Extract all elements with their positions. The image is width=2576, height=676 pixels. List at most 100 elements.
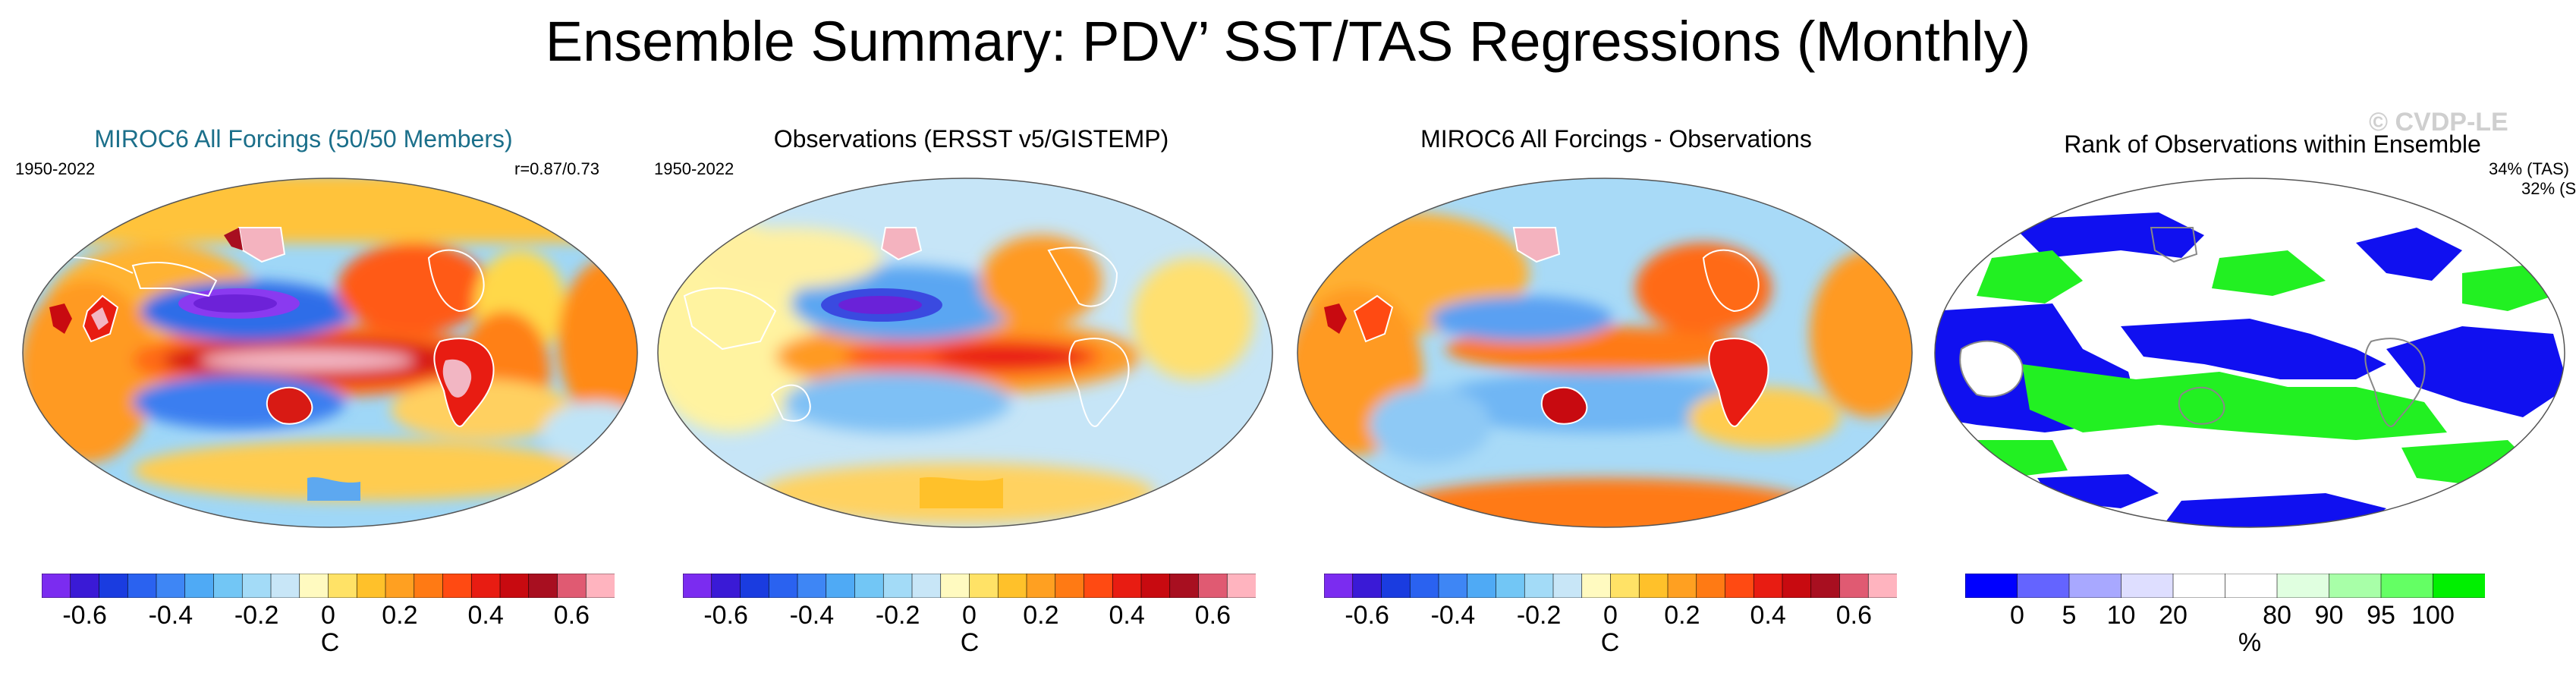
colorbar-tick-label: -0.4 [148,601,193,630]
map-model-minus-observations [1297,178,1913,528]
colorbar-tick-label: 100 [2411,601,2455,630]
colorbar-tick-label: 0.4 [467,601,504,630]
colorbar-swatch [1524,574,1554,598]
colorbar-panel-3-ticks: -0.6 -0.4 -0.2 0 0.2 0.4 0.6 [1324,601,1897,631]
watermark: © CVDP-LE [2369,108,2508,137]
colorbar-swatch [2276,574,2330,598]
colorbar-swatch [768,574,798,598]
panel-4-title: Rank of Observations within Ensemble [2064,130,2481,158]
colorbar-swatch [2172,574,2226,598]
colorbar-swatch [1753,574,1783,598]
colorbar-swatch [2433,574,2485,598]
colorbar-swatch [1696,574,1726,598]
colorbar-swatch [1839,574,1870,598]
colorbar-swatch [1867,574,1897,598]
colorbar-swatch [997,574,1027,598]
colorbar-panel-4-unit: % [2238,628,2262,657]
colorbar-swatch [585,574,615,598]
colorbar-swatch [2380,574,2434,598]
colorbar-swatch [414,574,444,598]
colorbar-swatch [1810,574,1841,598]
colorbar-swatch [1381,574,1411,598]
colorbar-swatch [1226,574,1256,598]
colorbar-tick-label: -0.4 [789,601,835,630]
colorbar-swatch [882,574,913,598]
colorbar-tick-label: 10 [2106,601,2136,630]
colorbar-tick-label: 80 [2263,601,2291,630]
colorbar-swatch [2329,574,2382,598]
colorbar-tick-label: 20 [2159,601,2188,630]
colorbar-swatch [797,574,827,598]
colorbar-swatch [1140,574,1171,598]
colorbar-swatch [557,574,587,598]
colorbar-swatch [711,574,741,598]
colorbar-swatch [184,574,215,598]
colorbar-swatch [1352,574,1382,598]
colorbar-swatch [127,574,157,598]
colorbar-swatch [1496,574,1526,598]
colorbar-tick-label: 95 [2367,601,2395,630]
colorbar-tick-label: 0.6 [553,601,590,630]
colorbar-swatch [740,574,770,598]
panel-2-title: Observations (ERSST v5/GISTEMP) [773,125,1169,152]
map-observations-regression [657,178,1273,528]
colorbar-tick-label: -0.6 [703,601,748,630]
colorbar-tick-label: 0 [1603,601,1618,630]
colorbar-tick-label: 5 [2062,601,2077,630]
colorbar-tick-label: 0.2 [1023,601,1059,630]
colorbar-tick-label: 0.6 [1835,601,1873,630]
colorbar-swatch [1438,574,1468,598]
colorbar-swatch [1725,574,1755,598]
colorbar-tick-label: 90 [2314,601,2344,630]
colorbar-swatch [356,574,386,598]
colorbar-swatch [156,574,186,598]
colorbar-tick-label: 0.4 [1750,601,1786,630]
colorbar-swatch [99,574,129,598]
colorbar-tick-label: 0.6 [1194,601,1231,630]
map-observation-rank [1934,178,2565,528]
panel-1-correlation: r=0.87/0.73 [514,159,599,178]
colorbar-swatch [1782,574,1812,598]
colorbar-panel-1-ticks: -0.6 -0.4 -0.2 0 0.2 0.4 0.6 [42,601,615,631]
colorbar-tick-label: 0 [2010,601,2024,630]
colorbar-swatch [213,574,244,598]
colorbar-swatch [385,574,415,598]
colorbar-swatch [2225,574,2278,598]
panel-1-title: MIROC6 All Forcings (50/50 Members) [94,125,513,152]
colorbar-swatch [528,574,558,598]
colorbar-tick-label: 0 [962,601,977,630]
colorbar-panel-4-ticks: 0 5 10 20 80 90 95 100 [1965,601,2485,631]
colorbar-tick-label: -0.4 [1430,601,1476,630]
panel-4-sst-rank: 32% (SST) [2521,179,2576,198]
colorbar-panel-4 [1965,574,2485,598]
colorbar-panel-1-unit: C [320,628,340,657]
colorbar-swatch [1198,574,1228,598]
colorbar-swatch [42,574,71,598]
colorbar-panel-3 [1324,574,1897,598]
colorbar-swatch [1409,574,1439,598]
colorbar-swatch [1667,574,1697,598]
colorbar-swatch [70,574,100,598]
colorbar-swatch [1169,574,1200,598]
panel-3-title: MIROC6 All Forcings - Observations [1420,125,1812,152]
colorbar-swatch [328,574,358,598]
colorbar-swatch [299,574,329,598]
colorbar-tick-label: -0.2 [234,601,279,630]
colorbar-tick-label: 0 [321,601,335,630]
colorbar-tick-label: -0.2 [1516,601,1562,630]
colorbar-tick-label: -0.2 [875,601,920,630]
figure-title: Ensemble Summary: PDV’ SST/TAS Regressio… [545,10,2031,73]
colorbar-tick-label: -0.6 [1345,601,1389,630]
colorbar-swatch [1026,574,1056,598]
colorbar-swatch [1055,574,1085,598]
colorbar-swatch [940,574,970,598]
colorbar-swatch [1467,574,1497,598]
colorbar-swatch [969,574,999,598]
colorbar-tick-label: 0.4 [1109,601,1145,630]
colorbar-swatch [1581,574,1612,598]
colorbar-swatch [2017,574,2070,598]
colorbar-tick-label: 0.2 [1664,601,1700,630]
colorbar-swatch [1324,574,1354,598]
colorbar-panel-1 [42,574,615,598]
colorbar-swatch [826,574,856,598]
